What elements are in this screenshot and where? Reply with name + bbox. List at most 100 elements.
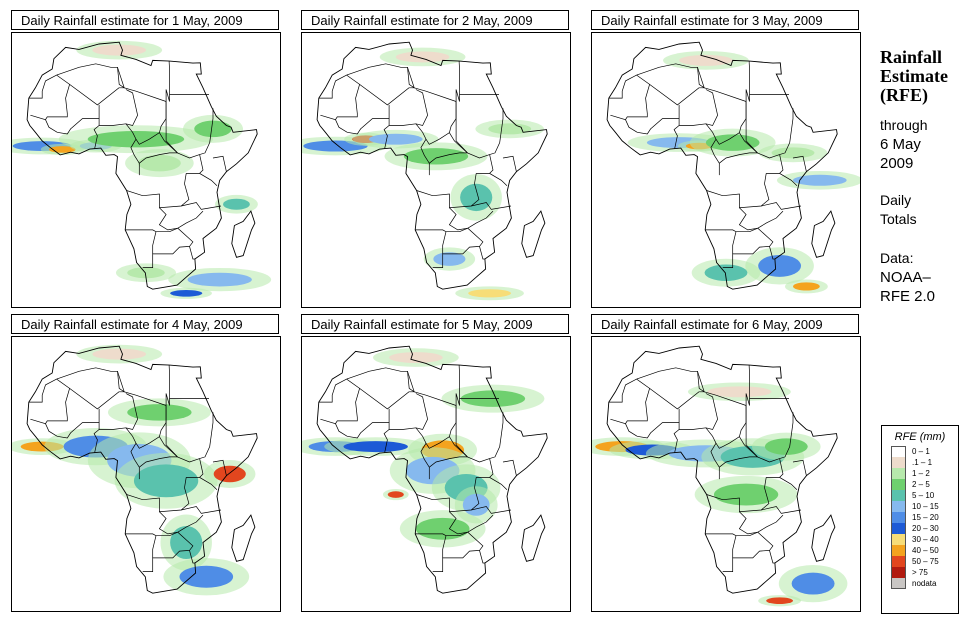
data-label: Data: (880, 250, 914, 266)
country-border (56, 63, 125, 106)
country-border (117, 67, 167, 102)
panel-title: Daily Rainfall estimate for 2 May, 2009 (301, 10, 569, 30)
legend-swatch (891, 567, 906, 578)
country-border (407, 67, 457, 102)
rainfall-map (301, 336, 571, 612)
country-border (139, 456, 178, 468)
country-border (152, 231, 157, 254)
country-border (165, 365, 209, 406)
rainfall-map (301, 32, 571, 308)
country-border (761, 506, 802, 514)
figure-title: Rainfall Estimate (RFE) (880, 48, 948, 105)
legend-swatch (891, 479, 906, 490)
country-border (738, 207, 784, 231)
rain-patch (758, 254, 802, 277)
legend-swatch (891, 501, 906, 512)
rainfall-map (591, 32, 861, 308)
rain-patch (187, 272, 252, 287)
country-border (673, 422, 680, 453)
legend-swatch (891, 545, 906, 556)
country-border (346, 367, 415, 410)
country-border (318, 378, 347, 403)
data-source-line: RFE 2.0 (880, 288, 936, 305)
rain-patch (389, 352, 443, 364)
country-border (28, 378, 57, 403)
legend-item: 1 – 2 (891, 468, 958, 479)
legend-swatch (891, 523, 906, 534)
country-border (335, 104, 390, 135)
rain-layer (627, 51, 860, 294)
country-border (679, 393, 718, 430)
map-panel-6: Daily Rainfall estimate for 6 May, 2009 (591, 314, 861, 612)
country-border (139, 152, 178, 164)
legend-swatch (891, 578, 906, 589)
country-border (346, 63, 415, 106)
country-border (766, 173, 798, 187)
rain-patch (460, 183, 493, 212)
legend-swatch (891, 512, 906, 523)
africa-coastline (316, 345, 548, 594)
country-border (745, 61, 789, 102)
country-border (389, 393, 428, 430)
legend-swatch (891, 457, 906, 468)
country-border (126, 173, 190, 209)
country-border (158, 511, 204, 535)
rainfall-map (11, 336, 281, 612)
country-border (186, 477, 218, 491)
country-border (383, 118, 390, 149)
rain-patch (223, 198, 250, 210)
legend-label: 10 – 15 (912, 502, 939, 511)
legend-swatch (891, 468, 906, 479)
country-border (719, 152, 758, 164)
country-border (407, 371, 457, 406)
rain-patch (137, 154, 181, 172)
legend-item: 15 – 20 (891, 512, 958, 523)
map-canvas (12, 40, 272, 299)
legend-rows: 0 – 1 .1 – 1 1 – 2 2 – 5 5 – 10 10 – 15 15 – 2… (882, 446, 958, 589)
map-panel-4: Daily Rainfall estimate for 4 May, 2009 (11, 314, 281, 612)
country-border (158, 207, 204, 231)
legend-item: > 75 (891, 567, 958, 578)
country-border (610, 84, 650, 121)
country-border (705, 123, 720, 176)
map-canvas (302, 345, 548, 594)
country-border (732, 231, 737, 254)
rain-patch (704, 264, 748, 281)
legend-item: 0 – 1 (891, 446, 958, 457)
through-label: through (880, 117, 928, 133)
country-border (415, 227, 484, 268)
rain-patch (92, 348, 146, 360)
rain-patch (92, 44, 146, 56)
map-canvas (606, 41, 860, 294)
country-border (448, 511, 494, 535)
country-border (779, 458, 784, 478)
country-border (476, 173, 508, 187)
legend-label: 1 – 2 (912, 469, 930, 478)
rain-patch (387, 491, 404, 498)
country-border (189, 550, 195, 564)
rain-patch (793, 282, 820, 291)
country-border (318, 74, 347, 99)
africa-coastline (316, 41, 548, 290)
rain-patch (462, 493, 490, 516)
rain-patch (679, 54, 733, 66)
rain-patch (369, 133, 423, 145)
data-source: Data: NOAA– RFE 2.0 (880, 249, 935, 306)
country-border (165, 101, 178, 154)
country-border (186, 173, 218, 187)
panel-title: Daily Rainfall estimate for 1 May, 2009 (11, 10, 279, 30)
rain-patch (707, 386, 772, 398)
country-border (792, 155, 807, 172)
map-canvas (12, 344, 258, 596)
legend-swatch (891, 446, 906, 457)
country-border (442, 231, 447, 254)
country-border (697, 67, 747, 102)
country-border (152, 535, 157, 558)
country-border (30, 84, 70, 121)
country-border (416, 477, 480, 513)
country-border (125, 227, 194, 268)
rfe-legend: RFE (mm) 0 – 1 .1 – 1 1 – 2 2 – 5 5 – 10 10 –… (881, 425, 959, 614)
country-border (30, 388, 70, 425)
country-border (335, 408, 390, 439)
legend-item: 40 – 50 (891, 545, 958, 556)
